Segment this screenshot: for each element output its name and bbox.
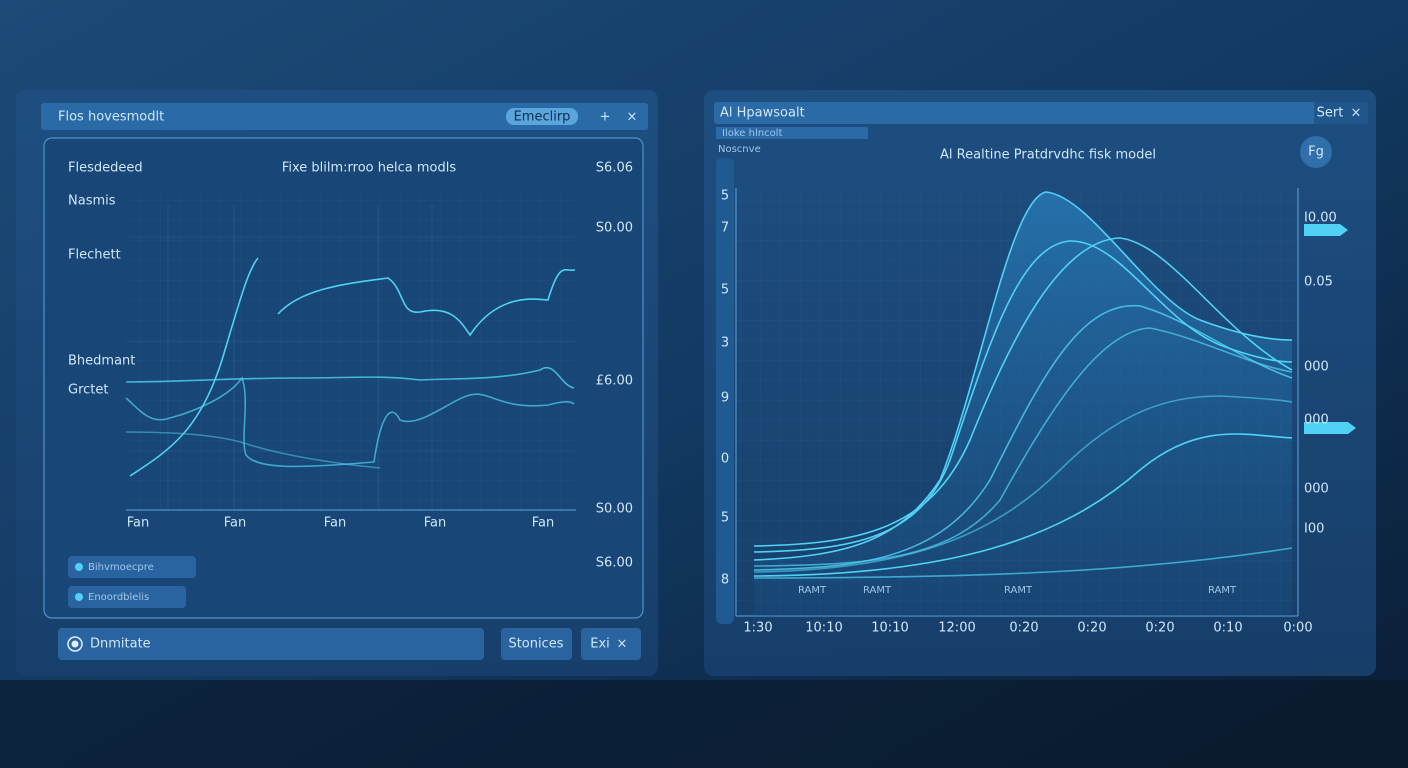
x-label: Fan xyxy=(324,516,347,531)
x-label: 0:10 xyxy=(1213,621,1242,636)
badge: Fg xyxy=(1308,145,1324,160)
y-label: 3 xyxy=(721,336,729,351)
left-window: Flos hovesmodlt Emeclirp + × Fixe blilm:… xyxy=(16,90,658,676)
x-label: Fan xyxy=(532,516,555,531)
x-label: 0:20 xyxy=(1009,621,1038,636)
y-label: 5 xyxy=(721,283,729,298)
legend-item: Bihvmoecpre xyxy=(88,562,154,573)
button[interactable] xyxy=(581,628,641,660)
y-label: 0 xyxy=(721,452,729,467)
strip-label: Noscnve xyxy=(718,144,761,155)
y-label: I0.00 xyxy=(1304,211,1337,226)
row-label: Nasmis xyxy=(68,194,116,209)
x-minor-label: RAMT xyxy=(863,585,892,596)
x-minor-label: RAMT xyxy=(1208,585,1237,596)
y-label: 7 xyxy=(721,221,729,236)
value-label: S6.06 xyxy=(596,161,633,176)
y-label: 9 xyxy=(721,391,729,406)
x-label: Fan xyxy=(127,516,150,531)
value-label: S6.00 xyxy=(596,556,633,571)
value-label: S0.00 xyxy=(596,502,633,517)
y-label: 8 xyxy=(721,573,729,588)
button-label[interactable]: Emeclirp xyxy=(514,110,571,125)
button-label[interactable]: Stonices xyxy=(508,637,563,652)
add-button[interactable]: + xyxy=(600,110,611,125)
left-curves xyxy=(125,257,576,477)
window-title: Al Hpawsoalt xyxy=(720,106,805,121)
button[interactable]: Sert xyxy=(1317,106,1344,121)
y-label: 0.05 xyxy=(1304,275,1333,290)
row-label: Bhedmant xyxy=(68,354,135,369)
chart-title: Al Realtine Pratdrvdhc fisk model xyxy=(940,148,1156,163)
x-label: 10:10 xyxy=(805,621,842,636)
close-button[interactable]: × xyxy=(617,637,628,652)
legend-item: Enoordblelis xyxy=(88,592,149,603)
x-label: 1:30 xyxy=(743,621,772,636)
button[interactable] xyxy=(501,628,572,660)
right-window: Al Hpawsoalt Sert × Iloke hlncolt Noscnv… xyxy=(704,90,1376,676)
row-label: Flesdedeed xyxy=(68,161,143,176)
x-label: 10:10 xyxy=(871,621,908,636)
strip-label: Iloke hlncolt xyxy=(722,128,782,139)
x-label: Fan xyxy=(224,516,247,531)
value-label: £6.00 xyxy=(596,374,633,389)
x-label: Fan xyxy=(424,516,447,531)
window-title: Flos hovesmodlt xyxy=(58,110,164,125)
y-label: 000 xyxy=(1304,360,1329,375)
x-label: 12:00 xyxy=(938,621,975,636)
x-label: 0:20 xyxy=(1145,621,1174,636)
y-label: 5 xyxy=(721,189,729,204)
x-minor-label: RAMT xyxy=(1004,585,1033,596)
background-floor xyxy=(0,680,1408,768)
status-text: Dnmitate xyxy=(90,637,151,652)
y-label: 5 xyxy=(721,511,729,526)
close-button[interactable]: × xyxy=(627,110,638,125)
chart-title: Fixe blilm:rroo helca modls xyxy=(282,161,456,176)
y-label: 000 xyxy=(1304,413,1329,428)
x-minor-label: RAMT xyxy=(798,585,827,596)
button[interactable] xyxy=(506,108,578,125)
value-label: S0.00 xyxy=(596,221,633,236)
y-label: 000 xyxy=(1304,482,1329,497)
y-label: I00 xyxy=(1304,522,1324,537)
x-label: 0:20 xyxy=(1077,621,1106,636)
right-curves xyxy=(753,191,1293,616)
button-label[interactable]: Exi xyxy=(590,637,610,652)
close-button[interactable]: × xyxy=(1351,106,1362,121)
row-label: Grctet xyxy=(68,383,108,398)
x-label: 0:00 xyxy=(1283,621,1312,636)
row-label: Flechett xyxy=(68,248,121,263)
